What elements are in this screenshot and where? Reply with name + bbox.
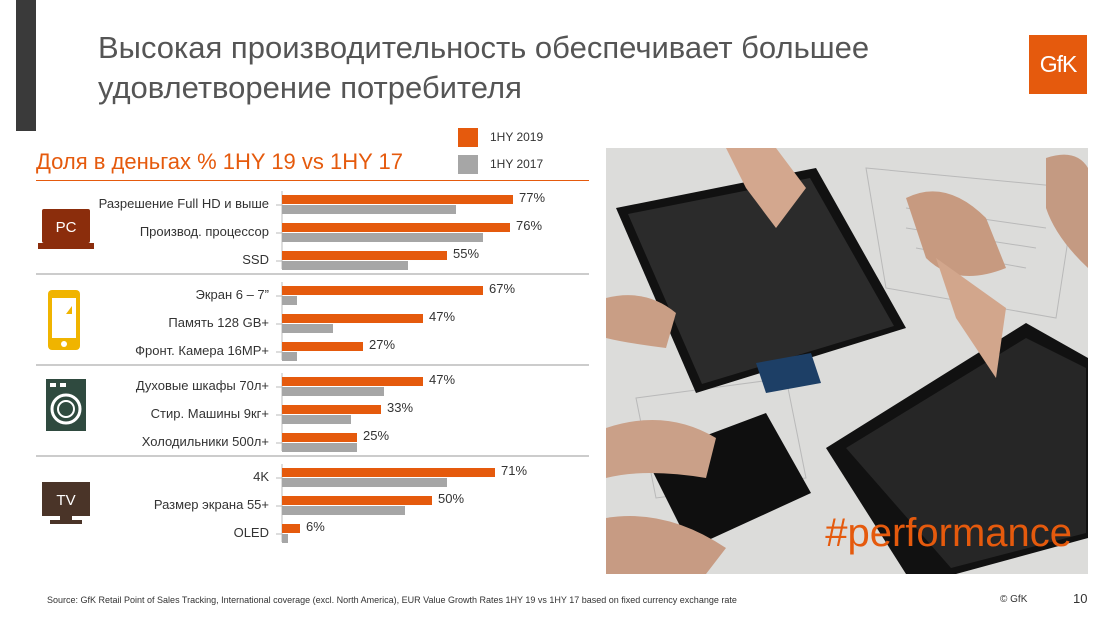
value-label: 33% <box>387 400 413 415</box>
bar-1hy2017 <box>282 352 297 361</box>
bar-1hy2017 <box>282 415 351 424</box>
category-label: Размер экрана 55+ <box>154 497 269 512</box>
slide-title: Высокая производительность обеспечивает … <box>98 30 870 105</box>
page-number: 10 <box>1073 591 1088 606</box>
bar-1hy2017 <box>282 261 408 270</box>
washer-knob <box>50 383 56 387</box>
bar-1hy2017 <box>282 387 384 396</box>
tv-icon-label: TV <box>56 492 75 509</box>
value-label: 25% <box>363 428 389 443</box>
category-label: Фронт. Камера 16MP+ <box>135 343 269 358</box>
category-label: Производ. процессор <box>140 224 269 239</box>
value-label: 6% <box>306 519 325 534</box>
bar-1hy2017 <box>282 324 333 333</box>
category-label: Духовые шкафы 70л+ <box>136 378 269 393</box>
tv-base <box>50 520 82 524</box>
bar-1hy2019 <box>282 405 381 414</box>
category-label: Экран 6 – 7” <box>195 287 269 302</box>
bar-1hy2019 <box>282 286 483 295</box>
category-label: Память 128 GB+ <box>168 315 269 330</box>
value-label: 47% <box>429 372 455 387</box>
title-divider <box>36 180 589 181</box>
legend-item-2017: 1HY 2017 <box>458 153 543 175</box>
value-label: 50% <box>438 491 464 506</box>
chart-legend: 1HY 2019 1HY 2017 <box>458 126 543 180</box>
category-label: Стир. Машины 9кг+ <box>151 406 269 421</box>
bar-1hy2017 <box>282 443 357 452</box>
gfk-logo: GfK <box>1029 35 1087 94</box>
pc-icon-label: PC <box>56 219 77 236</box>
phone-screen <box>52 298 76 338</box>
bar-1hy2019 <box>282 195 513 204</box>
legend-swatch-2019 <box>458 127 478 147</box>
legend-label-2019: 1HY 2019 <box>490 130 544 144</box>
bar-1hy2017 <box>282 506 405 515</box>
tablets-photo: #performance <box>606 148 1088 574</box>
category-label: SSD <box>242 252 269 267</box>
category-label: Разрешение Full HD и выше <box>99 196 269 211</box>
laptop-icon <box>42 209 90 243</box>
bar-1hy2017 <box>282 205 456 214</box>
source-note: Source: GfK Retail Point of Sales Tracki… <box>47 595 737 605</box>
category-label: OLED <box>234 525 269 540</box>
bar-1hy2019 <box>282 342 363 351</box>
copyright: © GfK <box>1000 594 1028 605</box>
value-label: 27% <box>369 337 395 352</box>
tv-icon <box>42 482 90 516</box>
value-label: 55% <box>453 246 479 261</box>
accent-bar <box>16 0 36 131</box>
legend-item-2019: 1HY 2019 <box>458 126 543 148</box>
bar-1hy2019 <box>282 524 300 533</box>
value-label: 47% <box>429 309 455 324</box>
photo-illustration <box>606 148 1088 574</box>
value-label: 71% <box>501 463 527 478</box>
washer-drum <box>57 400 75 418</box>
tv-stand <box>60 516 72 520</box>
bar-1hy2019 <box>282 433 357 442</box>
washer-knob <box>60 383 66 387</box>
bar-1hy2017 <box>282 296 297 305</box>
bar-1hy2019 <box>282 251 447 260</box>
bar-1hy2019 <box>282 496 432 505</box>
bar-1hy2019 <box>282 223 510 232</box>
chart-title: Доля в деньгах % 1HY 19 vs 1HY 17 <box>36 149 403 174</box>
legend-swatch-2017 <box>458 154 478 174</box>
category-label: 4K <box>253 469 269 484</box>
signal-icon <box>66 306 72 314</box>
washer-door <box>50 393 82 425</box>
bar-1hy2017 <box>282 534 288 543</box>
value-label: 67% <box>489 281 515 296</box>
bar-chart: PC Разрешение Full HD и выше 77% Производ. … <box>36 190 589 543</box>
performance-hashtag: #performance <box>825 511 1072 555</box>
bar-1hy2017 <box>282 478 447 487</box>
value-label: 76% <box>516 218 542 233</box>
laptop-base <box>38 243 94 249</box>
bar-1hy2019 <box>282 314 423 323</box>
bar-1hy2019 <box>282 468 495 477</box>
bar-1hy2017 <box>282 233 483 242</box>
bar-1hy2019 <box>282 377 423 386</box>
phone-button <box>61 341 67 347</box>
category-label: Холодильники 500л+ <box>142 434 269 449</box>
value-label: 77% <box>519 190 545 205</box>
legend-label-2017: 1HY 2017 <box>490 157 544 171</box>
